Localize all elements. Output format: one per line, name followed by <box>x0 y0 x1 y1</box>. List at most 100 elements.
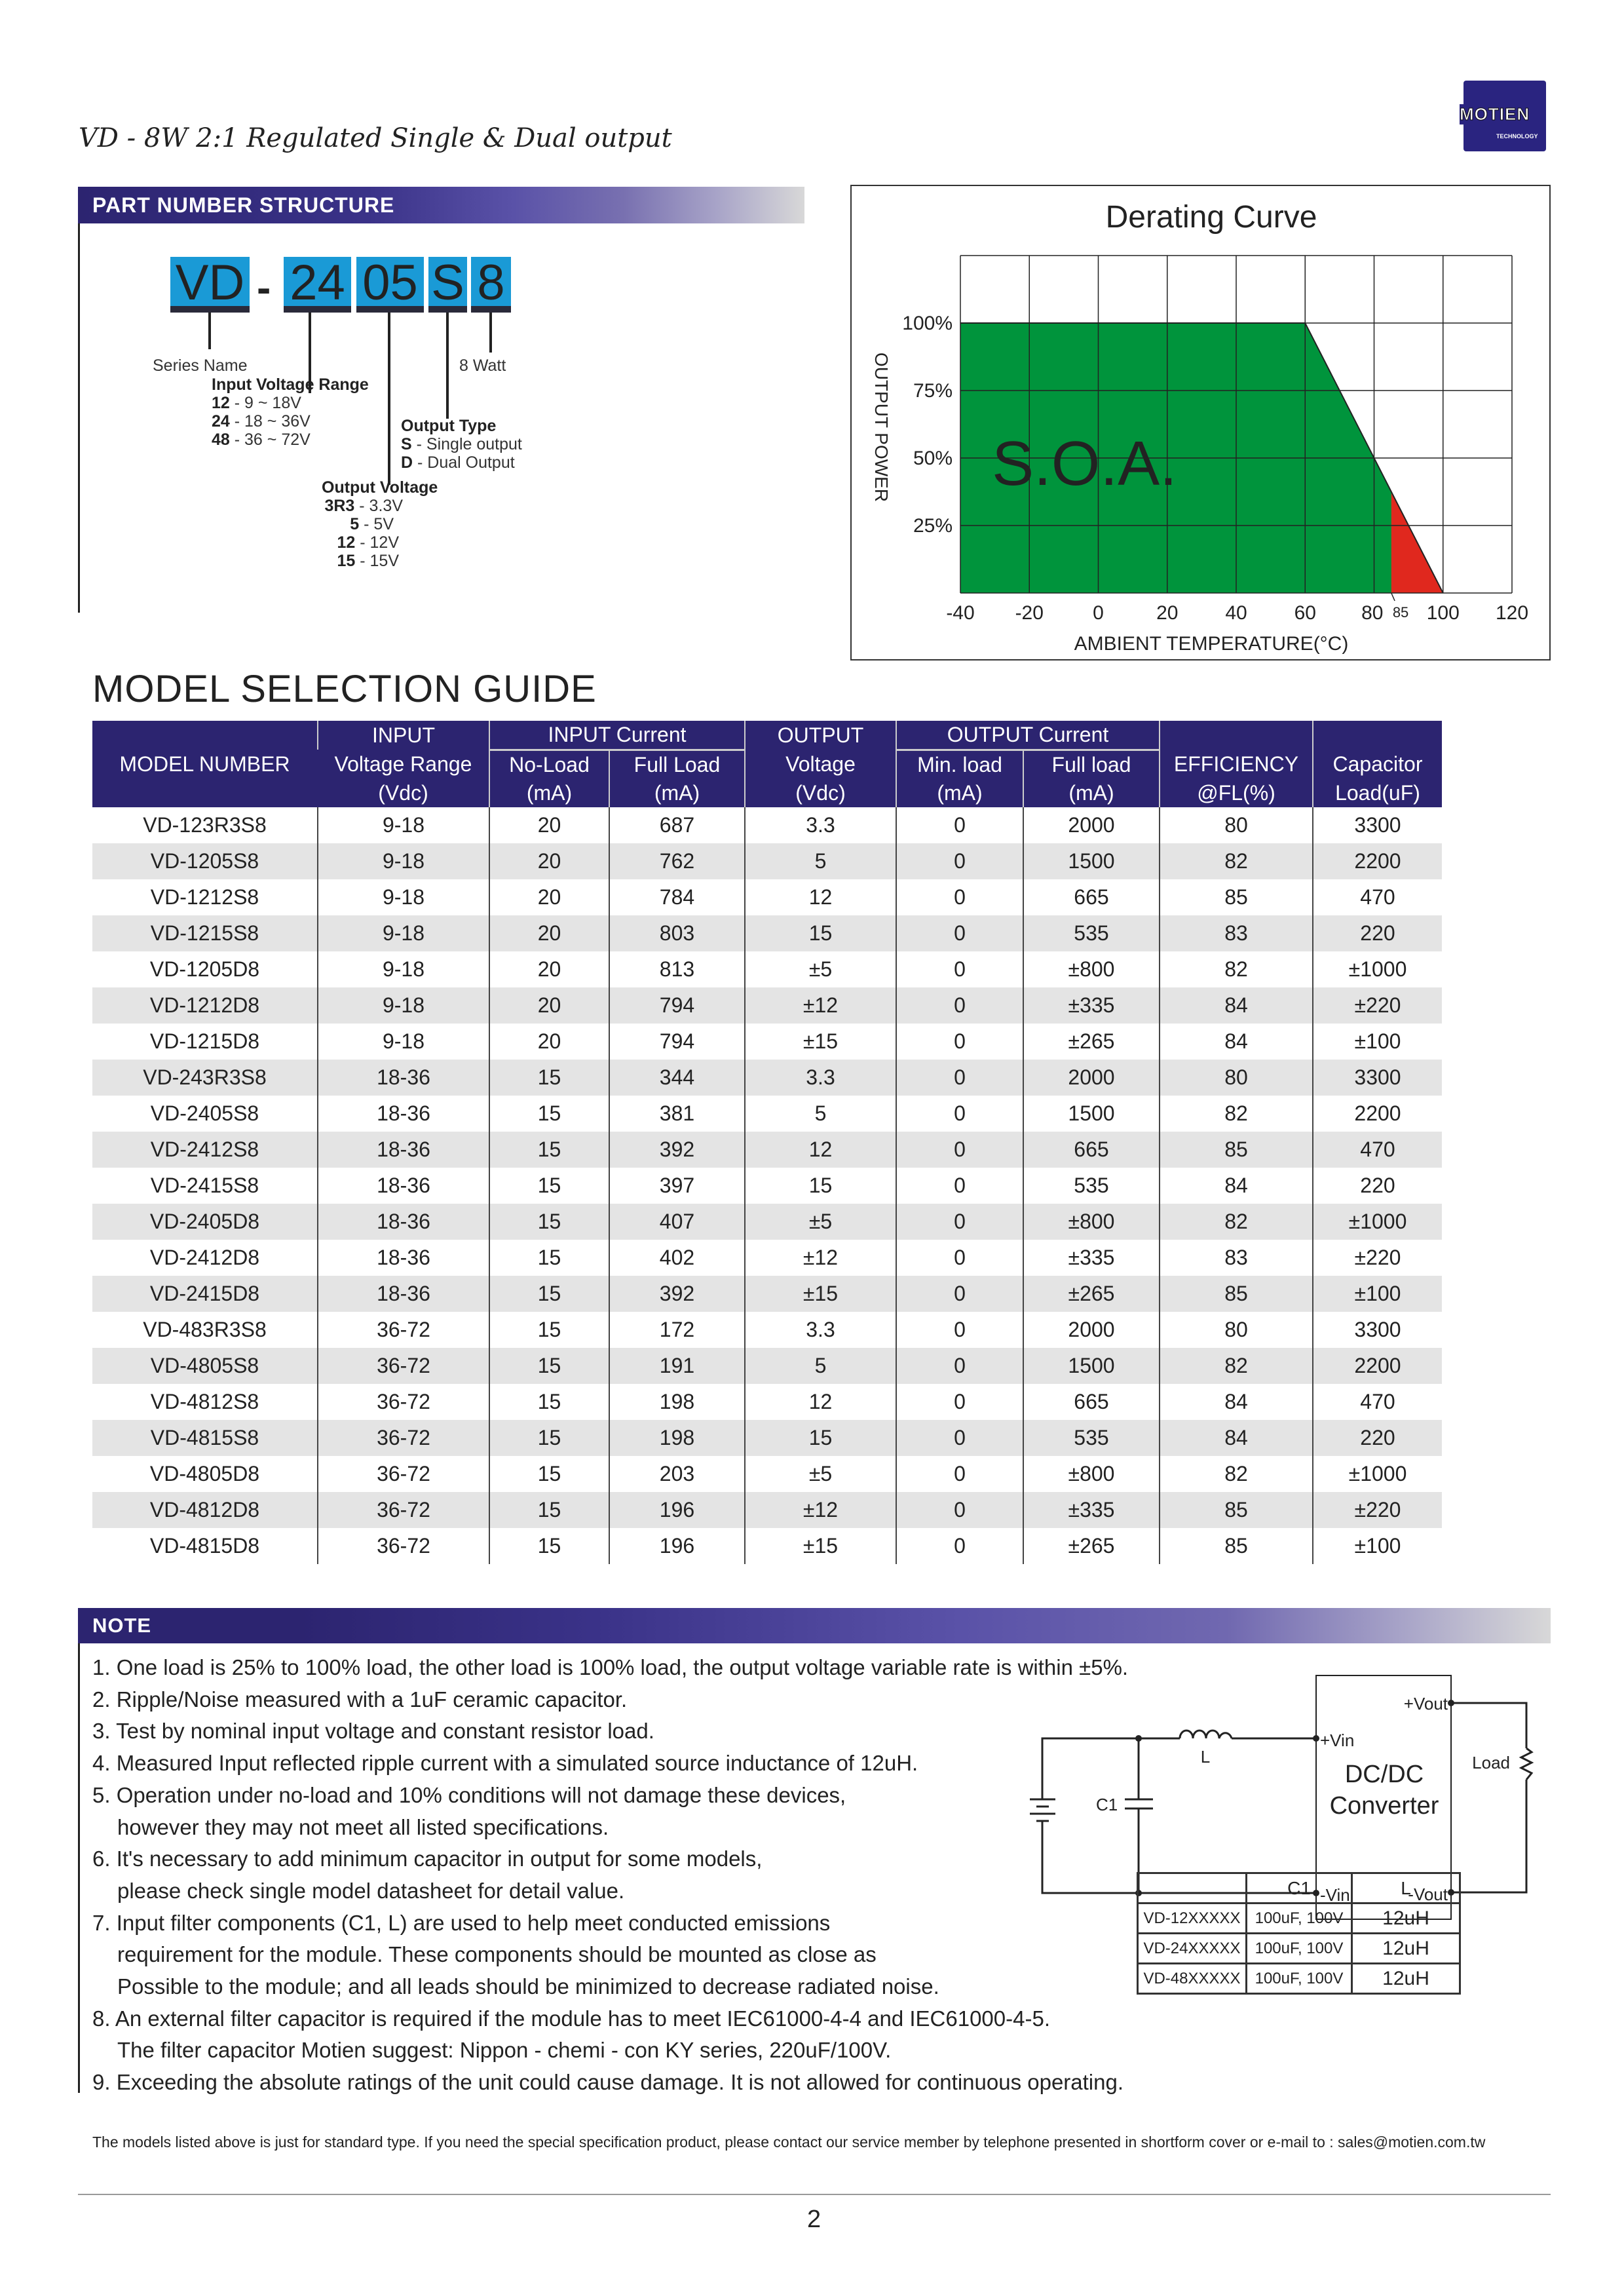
code: S <box>401 435 412 453</box>
code: 5 <box>350 515 360 533</box>
table-cell: ±5 <box>744 1204 896 1240</box>
table-cell: 36-72 <box>317 1384 489 1420</box>
pn-output-type: S <box>428 257 467 313</box>
table-cell: 18-36 <box>317 1096 489 1132</box>
section-divider <box>78 223 80 613</box>
tick-85-pointer <box>1391 592 1395 602</box>
desc: - 15V <box>355 552 399 570</box>
table-cell: 198 <box>609 1420 745 1456</box>
desc: - Single output <box>411 435 522 453</box>
table-cell: 82 <box>1159 1204 1313 1240</box>
table-cell: 470 <box>1312 1384 1442 1420</box>
table-cell: 2200 <box>1312 843 1442 879</box>
table-cell: VD-1205S8 <box>92 843 318 879</box>
table-cell: ±265 <box>1023 1276 1160 1312</box>
note-line: please check single model datasheet for … <box>117 1878 625 1903</box>
table-cell: ±265 <box>1023 1024 1160 1060</box>
table-row: VD-1212S8 9-18 20 784 12 0 665 85 470 <box>92 879 1442 915</box>
page-number: 2 <box>807 2206 821 2233</box>
table-cell: 196 <box>609 1528 745 1564</box>
table-cell: 784 <box>609 879 745 915</box>
table-cell: 15 <box>744 1168 896 1204</box>
table-cell: 85 <box>1159 1528 1313 1564</box>
table-cell: ±220 <box>1312 1240 1442 1276</box>
header-voltage: Voltage <box>744 750 896 778</box>
table-cell: 220 <box>1312 915 1442 951</box>
table-cell: 0 <box>896 1528 1023 1564</box>
filt-cell: VD-12XXXXX <box>1137 1902 1247 1934</box>
table-cell: 84 <box>1159 1168 1313 1204</box>
input-range-legend: Input Voltage Range 12 - 9 ~ 18V 24 - 18… <box>212 375 369 449</box>
table-cell: 9-18 <box>317 879 489 915</box>
table-cell: 2000 <box>1023 807 1160 843</box>
series-name-label: Series Name <box>153 356 248 375</box>
note-line: 8. An external filter capacitor is requi… <box>92 2006 1050 2031</box>
table-cell: 9-18 <box>317 807 489 843</box>
table-cell: 20 <box>489 843 609 879</box>
table-cell: 15 <box>489 1528 609 1564</box>
note-line: 5. Operation under no-load and 10% condi… <box>92 1782 846 1807</box>
inductor-label: L <box>1201 1747 1210 1767</box>
table-cell: ±5 <box>744 951 896 987</box>
table-cell: 0 <box>896 1420 1023 1456</box>
connector-line <box>489 313 492 353</box>
document-title: VD - 8W 2:1 Regulated Single & Dual outp… <box>79 123 672 153</box>
table-cell: 220 <box>1312 1420 1442 1456</box>
table-cell: 470 <box>1312 879 1442 915</box>
table-cell: 0 <box>896 1348 1023 1384</box>
table-cell: VD-1212D8 <box>92 987 318 1024</box>
table-cell: 82 <box>1159 1456 1313 1492</box>
table-cell: 0 <box>896 843 1023 879</box>
table-cell: 36-72 <box>317 1420 489 1456</box>
load-label: Load <box>1472 1753 1510 1772</box>
table-cell: 397 <box>609 1168 745 1204</box>
table-cell: 12 <box>744 1132 896 1168</box>
table-cell: 0 <box>896 951 1023 987</box>
table-cell: 0 <box>896 1384 1023 1420</box>
table-cell: 203 <box>609 1456 745 1492</box>
legend-title: Output Voltage <box>322 478 438 497</box>
table-row: VD-2405S8 18-36 15 381 5 0 1500 82 2200 <box>92 1096 1442 1132</box>
soa-label: S.O.A. <box>992 429 1177 499</box>
table-row: VD-4812D8 36-72 15 196 ±12 0 ±335 85 ±220 <box>92 1492 1442 1528</box>
note-line: Possible to the module; and all leads sh… <box>117 1974 939 1999</box>
table-cell: ±800 <box>1023 1204 1160 1240</box>
table-cell: ±335 <box>1023 1492 1160 1528</box>
header-cap: Capacitor <box>1312 750 1442 778</box>
table-cell: ±800 <box>1023 951 1160 987</box>
watt-label: 8 Watt <box>459 356 506 375</box>
table-cell: 3300 <box>1312 1312 1442 1348</box>
table-cell: 803 <box>609 915 745 951</box>
table-cell: 18-36 <box>317 1276 489 1312</box>
table-cell: ±100 <box>1312 1528 1442 1564</box>
header-unit: (mA) <box>1023 778 1160 807</box>
note-line: requirement for the module. These compon… <box>117 1942 877 1967</box>
table-cell: 82 <box>1159 951 1313 987</box>
table-cell: VD-4805S8 <box>92 1348 318 1384</box>
table-cell: 15 <box>489 1060 609 1096</box>
table-cell: 18-36 <box>317 1132 489 1168</box>
note-line: 6. It's necessary to add minimum capacit… <box>92 1846 763 1871</box>
table-cell: 9-18 <box>317 843 489 879</box>
table-cell: 1500 <box>1023 1348 1160 1384</box>
x-tick-label: 60 <box>1294 602 1316 624</box>
table-cell: ±15 <box>744 1528 896 1564</box>
x-tick-label: 40 <box>1225 602 1247 624</box>
table-cell: 15 <box>489 1204 609 1240</box>
table-cell: 665 <box>1023 1384 1160 1420</box>
table-cell: 0 <box>896 1168 1023 1204</box>
table-cell: VD-2405S8 <box>150 1101 259 1125</box>
table-cell: 15 <box>744 1420 896 1456</box>
table-cell: 191 <box>609 1348 745 1384</box>
table-cell: ±12 <box>744 1240 896 1276</box>
table-cell: 15 <box>489 1276 609 1312</box>
table-cell: VD-1212S8 <box>150 885 259 909</box>
table-cell: 36-72 <box>317 1312 489 1348</box>
header-unit: (mA) <box>609 778 745 807</box>
table-cell: 20 <box>489 951 609 987</box>
filt-header: C1 <box>1245 1872 1353 1904</box>
table-cell: 0 <box>896 987 1023 1024</box>
table-row: VD-4815D8 36-72 15 196 ±15 0 ±265 85 ±100 <box>92 1528 1442 1564</box>
note-line: The filter capacitor Motien suggest: Nip… <box>117 2038 892 2063</box>
header-unit: (Vdc) <box>744 778 896 807</box>
